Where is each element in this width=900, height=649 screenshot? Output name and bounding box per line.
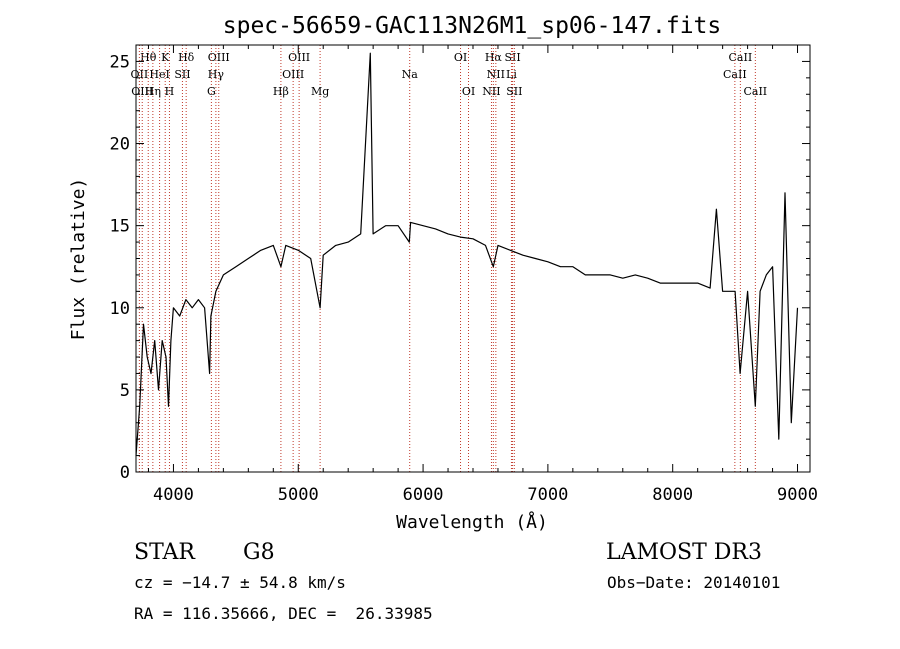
y-tick-label: 0: [120, 463, 130, 483]
spectral-line-label: OI: [454, 51, 467, 64]
x-tick-label: 4000: [153, 485, 194, 505]
spectral-line-label: SII: [504, 51, 520, 64]
spectral-line-label: NII: [482, 85, 500, 98]
spectral-line-label: CaII: [743, 85, 767, 98]
spectral-line-label: Li: [506, 68, 517, 81]
survey-name: LAMOST DR3: [606, 540, 762, 565]
spectral-line-label: G: [207, 85, 216, 98]
spectral-line-label: Mg: [311, 85, 329, 98]
spectrum-line: [135, 52, 799, 456]
spectral-line-label: K: [161, 51, 170, 64]
x-tick-label: 5000: [278, 485, 319, 505]
spectral-line-label: Hη: [145, 85, 161, 98]
spectral-line-label: H: [165, 85, 175, 98]
y-tick-label: 5: [120, 381, 130, 401]
x-tick-label: 8000: [652, 485, 693, 505]
spectral-line-label: SII: [174, 68, 190, 81]
spectral-line-label: SII: [506, 85, 522, 98]
spectral-line-label: NII: [487, 68, 505, 81]
y-tick-label: 15: [110, 217, 130, 237]
spectral-line-label: OII: [131, 68, 149, 81]
spectral-line-label: CaII: [729, 51, 753, 64]
coordinates: RA = 116.35666, DEC = 26.33985: [134, 604, 433, 623]
spectral-line-label: Hγ: [208, 68, 225, 81]
y-tick-label: 20: [110, 135, 130, 155]
object-subclass: G8: [243, 540, 275, 565]
spectral-line-label: Hβ: [273, 85, 289, 98]
spectral-line-label: Na: [402, 68, 419, 81]
spectral-line-label: OI: [462, 85, 475, 98]
y-axis-label: Flux (relative): [68, 178, 89, 341]
spectral-line-label: HeI: [149, 68, 169, 81]
axes: 4000 5000 6000 7000 8000 9000 0 5 10 15 20 25: [110, 45, 818, 505]
y-tick-label: 10: [110, 299, 130, 319]
plot-frame: [135, 44, 811, 473]
x-tick-label: 6000: [403, 485, 444, 505]
x-axis-label: Wavelength (Å): [396, 511, 548, 533]
chart-title: spec-56659-GAC113N26M1_sp06-147.fits: [223, 13, 722, 39]
spectral-line-label: OIII: [282, 68, 304, 81]
y-tick-label: 25: [110, 52, 130, 72]
spectral-line-label: Hα: [485, 51, 503, 64]
observation-date: Obs−Date: 20140101: [607, 573, 781, 592]
spectral-line-label: CaII: [723, 68, 747, 81]
spectral-line-label: OIII: [208, 51, 230, 64]
x-tick-label: 7000: [527, 485, 568, 505]
velocity-readout: cz = −14.7 ± 54.8 km/s: [134, 573, 346, 592]
x-tick-label: 9000: [777, 485, 818, 505]
object-class: STAR: [134, 540, 195, 565]
spectral-line-label: Hδ: [178, 51, 195, 64]
spectral-line-label: OIII: [288, 51, 310, 64]
